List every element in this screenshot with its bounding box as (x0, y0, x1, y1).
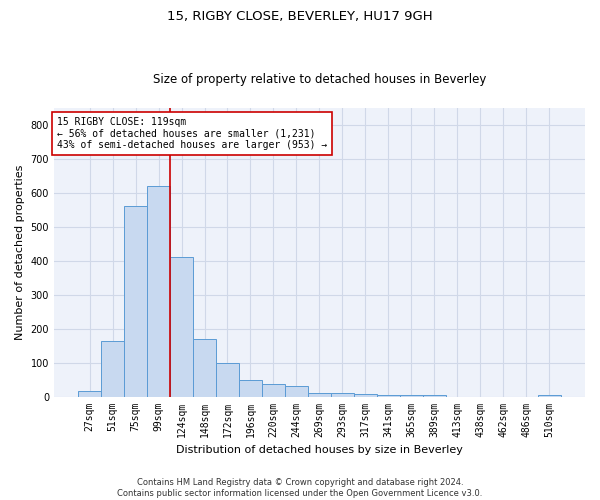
Title: Size of property relative to detached houses in Beverley: Size of property relative to detached ho… (153, 73, 486, 86)
Bar (377, 395, 400, 396)
Bar (193, 339, 216, 396)
Bar (262, 384, 285, 396)
Bar (308, 393, 331, 396)
X-axis label: Distribution of detached houses by size in Beverley: Distribution of detached houses by size … (176, 445, 463, 455)
Bar (423, 395, 446, 396)
Text: 15 RIGBY CLOSE: 119sqm
← 56% of detached houses are smaller (1,231)
43% of semi-: 15 RIGBY CLOSE: 119sqm ← 56% of detached… (56, 116, 327, 150)
Bar (101, 340, 124, 396)
Text: 15, RIGBY CLOSE, BEVERLEY, HU17 9GH: 15, RIGBY CLOSE, BEVERLEY, HU17 9GH (167, 10, 433, 23)
Text: Contains HM Land Registry data © Crown copyright and database right 2024.
Contai: Contains HM Land Registry data © Crown c… (118, 478, 482, 498)
Bar (400, 395, 423, 396)
Bar (147, 186, 170, 396)
Bar (124, 206, 147, 396)
Bar (78, 392, 101, 396)
Y-axis label: Number of detached properties: Number of detached properties (15, 164, 25, 340)
Bar (239, 380, 262, 396)
Bar (331, 393, 354, 396)
Bar (354, 394, 377, 396)
Bar (538, 395, 561, 396)
Bar (285, 386, 308, 396)
Bar (216, 362, 239, 396)
Bar (170, 258, 193, 396)
